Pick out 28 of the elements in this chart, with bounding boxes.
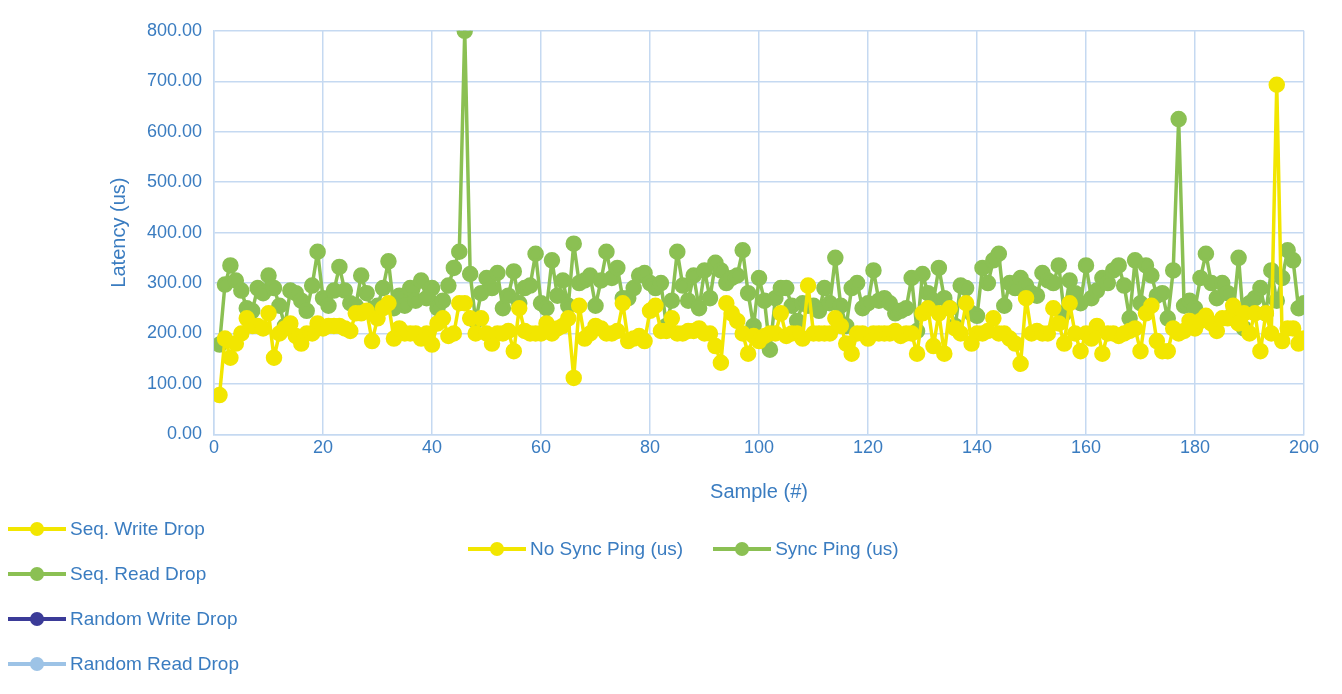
y-axis-title: Latency (us) — [106, 177, 129, 288]
y-tick-label: 400.00 — [146, 221, 203, 242]
y-tick-label: 200.00 — [146, 322, 203, 343]
legend-label: No Sync Ping (us) — [530, 537, 684, 560]
legend-label: Sync Ping (us) — [775, 537, 899, 560]
legend-label: Seq. Read Drop — [70, 562, 207, 585]
y-tick-label: 0.00 — [167, 423, 203, 444]
y-tick-label: 800.00 — [146, 19, 203, 40]
legend-label: Random Read Drop — [70, 652, 239, 675]
x-tick-label: 160 — [1070, 437, 1102, 458]
x-axis-title: Sample (#) — [710, 479, 808, 502]
x-tick-label: 0 — [209, 437, 220, 458]
x-tick-label: 80 — [640, 437, 661, 458]
x-tick-label: 100 — [744, 437, 775, 458]
x-tick-label: 60 — [531, 437, 552, 458]
x-tick-label: 200 — [1288, 437, 1320, 458]
x-tick-label: 40 — [422, 437, 443, 458]
y-tick-label: 700.00 — [146, 70, 203, 91]
y-tick-label: 300.00 — [146, 272, 203, 293]
legend-label: Random Write Drop — [70, 607, 238, 630]
x-tick-label: 120 — [853, 437, 884, 458]
x-tick-label: 140 — [961, 437, 993, 458]
x-tick-label: 20 — [313, 437, 334, 458]
y-tick-label: 100.00 — [146, 372, 203, 393]
y-tick-label: 600.00 — [146, 120, 203, 141]
legend-label: Seq. Write Drop — [70, 517, 205, 540]
x-tick-label: 180 — [1179, 437, 1211, 458]
y-tick-label: 500.00 — [146, 171, 203, 192]
